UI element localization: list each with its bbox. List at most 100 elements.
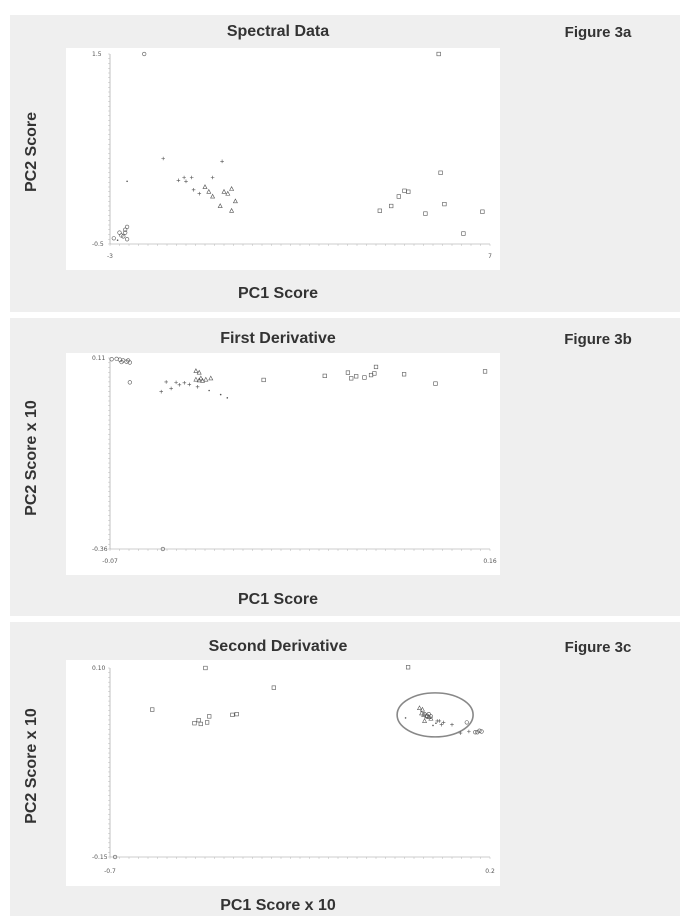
data-point-plus: [187, 382, 192, 387]
y-tick-label-max: 1.5: [92, 51, 102, 58]
x-tick-label-min: -0.7: [104, 868, 116, 875]
data-point-plus: [189, 175, 194, 180]
data-point-triangle: [193, 376, 199, 382]
data-point-square: [406, 189, 411, 194]
data-point-plus: [184, 179, 188, 184]
data-point-dot: [226, 397, 229, 399]
data-point-plus: [174, 380, 178, 385]
figure-label: Figure 3a: [564, 24, 632, 41]
data-point-square: [442, 202, 447, 207]
scatter-plot-spectral: 1.5 -0.5-3 7: [92, 51, 492, 260]
data-point-triangle: [198, 375, 204, 381]
data-point-plus: [161, 156, 165, 161]
chart-panel-first-derivative: First Derivative Figure 3b PC2 Score x 1…: [10, 318, 680, 616]
data-point-circle: [160, 546, 165, 552]
data-point-square: [373, 364, 379, 370]
data-point-circle: [111, 236, 116, 241]
data-point-triangle: [428, 715, 434, 721]
figure-label: Figure 3b: [564, 331, 632, 348]
data-point-square: [433, 381, 438, 386]
data-point-plus: [458, 731, 463, 735]
data-point-square: [401, 372, 407, 377]
data-point-square: [198, 721, 203, 727]
data-point-triangle: [424, 713, 430, 719]
y-axis-label: PC2 Score x 10: [23, 400, 40, 516]
data-point-triangle: [210, 193, 216, 199]
figure-label: Figure 3c: [564, 639, 632, 656]
chart-title: Spectral Data: [226, 23, 330, 40]
plot-area: 1.5 -0.5 -3 7: [66, 48, 500, 270]
data-point-triangle: [416, 705, 422, 710]
data-point-circle: [112, 854, 118, 860]
y-tick-label-min: -0.36: [92, 546, 108, 553]
data-point-plus: [220, 159, 224, 164]
data-point-circle: [464, 720, 469, 725]
data-point-plus: [182, 380, 187, 385]
data-point-circle: [117, 230, 122, 235]
data-point-square: [150, 707, 155, 712]
data-point-square: [322, 373, 327, 378]
x-axis-label: PC1 Score x 10: [220, 897, 336, 914]
data-point-dot: [435, 722, 437, 724]
data-point-plus: [177, 383, 182, 387]
data-point-square: [377, 208, 382, 213]
data-point-square: [362, 375, 367, 380]
data-point-square: [438, 170, 443, 175]
y-tick-label-max: 0.10: [92, 665, 106, 672]
data-point-square: [345, 370, 351, 375]
data-point-square: [192, 721, 197, 726]
data-point-plus: [176, 178, 181, 183]
chart-title: Second Derivative: [208, 638, 348, 655]
data-point-circle: [124, 224, 130, 229]
y-axis-label: PC2 Score: [23, 111, 40, 193]
y-tick-label-max: 0.11: [92, 355, 106, 362]
x-tick-label-min: -3: [107, 253, 113, 260]
data-point-triangle: [200, 377, 206, 383]
data-point-triangle: [225, 190, 231, 196]
data-point-plus: [191, 188, 196, 192]
chart-panel-second-derivative: Second Derivative Figure 3c PC2 Score x …: [10, 622, 680, 916]
data-point-square: [396, 194, 401, 199]
data-point-triangle: [419, 706, 425, 712]
x-tick-label-min: -0.07: [102, 558, 118, 565]
data-point-circle: [119, 359, 124, 365]
data-point-triangle: [217, 203, 223, 208]
data-point-square: [230, 712, 235, 717]
data-point-square: [354, 374, 359, 379]
data-point-plus: [439, 722, 444, 727]
plot-area: 0.10 -0.15 -0.7 0.2: [66, 660, 500, 886]
data-point-square: [234, 712, 239, 717]
data-point-circle: [109, 357, 114, 362]
x-axis-label: PC1 Score: [237, 591, 319, 608]
y-tick-label-min: -0.15: [92, 854, 108, 861]
data-point-triangle: [232, 198, 238, 204]
x-axis-label: PC1 Score: [237, 285, 319, 302]
data-point-triangle: [193, 368, 199, 373]
plot-area: 0.11 -0.36 -0.07 0.16: [66, 353, 500, 575]
data-point-square: [207, 714, 212, 719]
scatter-plot-second-derivative: 0.10 -0.15 -0.7 0.2: [92, 665, 495, 875]
data-point-triangle: [221, 188, 227, 194]
data-point-circle: [127, 380, 132, 385]
data-point-plus: [437, 719, 442, 723]
data-point-circle: [123, 230, 128, 235]
data-point-square: [480, 209, 485, 214]
data-point-plus: [195, 385, 200, 389]
data-point-dot: [219, 393, 222, 396]
data-point-circle: [479, 729, 484, 734]
scatter-plot-first-derivative: 0.11 -0.36 -0.07 0.16: [92, 355, 497, 565]
data-point-dot: [116, 239, 119, 241]
data-point-triangle: [206, 188, 212, 194]
data-point-plus: [441, 720, 446, 725]
data-point-square: [423, 211, 428, 216]
data-point-triangle: [196, 369, 202, 375]
data-point-square: [261, 377, 266, 383]
x-tick-label-max: 0.16: [483, 558, 497, 565]
data-point-circle: [426, 712, 431, 717]
data-point-circle: [124, 237, 130, 242]
data-point-circle: [126, 358, 131, 363]
data-point-square: [203, 665, 208, 671]
data-point-dot: [432, 724, 434, 727]
data-point-square: [402, 188, 407, 193]
data-point-circle: [142, 51, 147, 57]
